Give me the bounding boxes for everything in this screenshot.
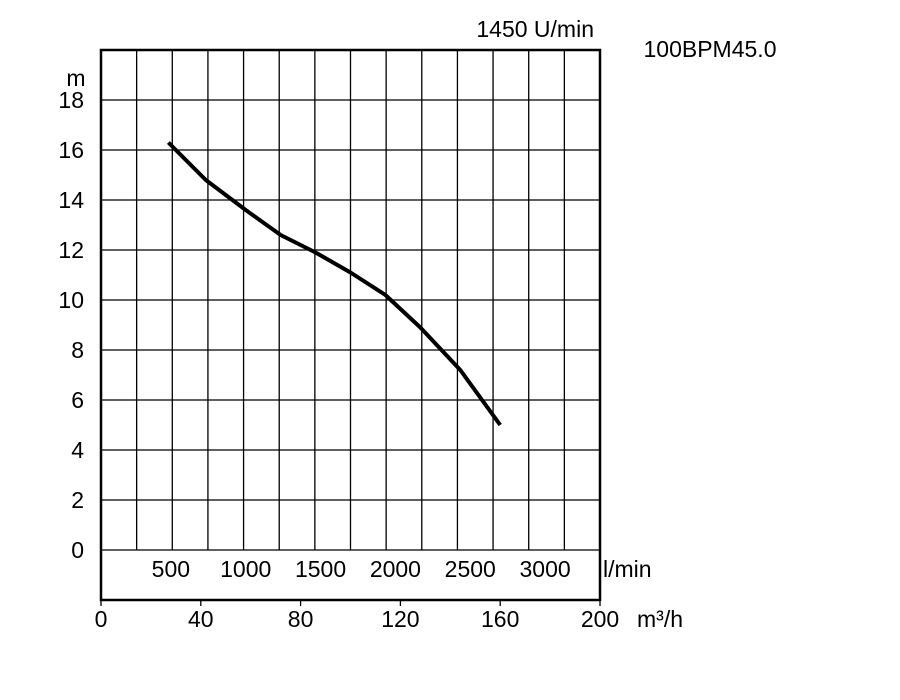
x2-tick-label: 1000 — [220, 556, 271, 582]
y-tick-label: 10 — [58, 287, 84, 313]
y-tick-label: 0 — [71, 537, 84, 563]
x-tick-label: 40 — [188, 606, 214, 632]
chart-title: 100BPM45.0 — [644, 36, 777, 62]
y-axis-label: m — [66, 65, 85, 91]
x2-axis-label: l/min — [603, 556, 652, 582]
speed-label: 1450 U/min — [476, 16, 594, 42]
x-tick-label: 200 — [581, 606, 619, 632]
x2-tick-label: 2500 — [445, 556, 496, 582]
pump-curve — [166, 141, 502, 427]
y-tick-label: 12 — [58, 237, 84, 263]
plot-frame — [99, 48, 602, 602]
y-tick-label: 4 — [71, 437, 84, 463]
y-tick-label: 14 — [58, 187, 84, 213]
y-tick-label: 8 — [71, 337, 84, 363]
x-tick-label: 80 — [288, 606, 314, 632]
x2-tick-label: 1500 — [295, 556, 346, 582]
x2-tick-label: 2000 — [370, 556, 421, 582]
x-axis-label: m³/h — [637, 606, 683, 632]
y-tick-label: 16 — [58, 137, 84, 163]
y-tick-label: 18 — [58, 87, 84, 113]
x-tick-label: 0 — [95, 606, 108, 632]
x2-tick-label: 500 — [152, 556, 190, 582]
x-tick-label: 120 — [381, 606, 419, 632]
x-tick-label: 160 — [481, 606, 519, 632]
y-tick-label: 6 — [71, 387, 84, 413]
x2-tick-label: 3000 — [520, 556, 571, 582]
y-tick-label: 2 — [71, 487, 84, 513]
